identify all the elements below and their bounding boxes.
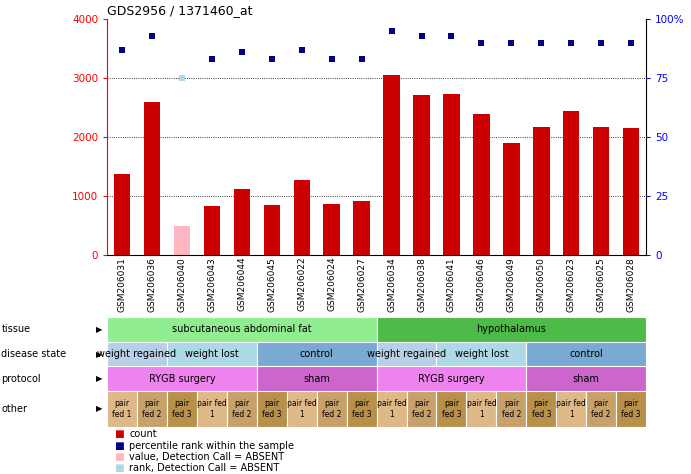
Text: weight regained: weight regained bbox=[97, 349, 177, 359]
Bar bbox=[527, 366, 646, 391]
Text: pair
fed 2: pair fed 2 bbox=[412, 399, 431, 419]
Text: pair fed
1: pair fed 1 bbox=[466, 399, 496, 419]
Text: GDS2956 / 1371460_at: GDS2956 / 1371460_at bbox=[107, 4, 253, 17]
Text: other: other bbox=[1, 404, 28, 414]
Text: pair fed
1: pair fed 1 bbox=[287, 399, 316, 419]
Text: pair
fed 3: pair fed 3 bbox=[621, 399, 641, 419]
Text: pair fed
1: pair fed 1 bbox=[197, 399, 227, 419]
Bar bbox=[287, 391, 316, 427]
Bar bbox=[167, 391, 197, 427]
Bar bbox=[437, 391, 466, 427]
Bar bbox=[473, 114, 490, 255]
Text: percentile rank within the sample: percentile rank within the sample bbox=[129, 441, 294, 451]
Text: control: control bbox=[569, 349, 603, 359]
Bar bbox=[556, 391, 586, 427]
Text: pair
fed 3: pair fed 3 bbox=[172, 399, 191, 419]
Text: ▶: ▶ bbox=[95, 325, 102, 334]
Bar bbox=[623, 128, 639, 255]
Text: pair
fed 3: pair fed 3 bbox=[352, 399, 371, 419]
Bar bbox=[107, 391, 137, 427]
Text: pair
fed 1: pair fed 1 bbox=[113, 399, 132, 419]
Bar bbox=[527, 391, 556, 427]
Text: weight regained: weight regained bbox=[367, 349, 446, 359]
Bar bbox=[443, 94, 460, 255]
Bar bbox=[496, 391, 527, 427]
Text: pair
fed 2: pair fed 2 bbox=[142, 399, 162, 419]
Text: pair
fed 2: pair fed 2 bbox=[322, 399, 341, 419]
Bar bbox=[204, 206, 220, 255]
Text: pair
fed 3: pair fed 3 bbox=[442, 399, 461, 419]
Text: weight lost: weight lost bbox=[185, 349, 239, 359]
Bar bbox=[227, 391, 257, 427]
Text: pair fed
1: pair fed 1 bbox=[377, 399, 406, 419]
Bar bbox=[107, 317, 377, 342]
Text: disease state: disease state bbox=[1, 349, 66, 359]
Bar bbox=[257, 342, 377, 366]
Bar bbox=[586, 391, 616, 427]
Bar bbox=[234, 189, 250, 255]
Text: rank, Detection Call = ABSENT: rank, Detection Call = ABSENT bbox=[129, 463, 279, 473]
Bar bbox=[347, 391, 377, 427]
Bar bbox=[406, 391, 437, 427]
Text: hypothalamus: hypothalamus bbox=[476, 324, 547, 335]
Text: ■: ■ bbox=[114, 441, 124, 451]
Text: tissue: tissue bbox=[1, 324, 30, 335]
Bar bbox=[413, 95, 430, 255]
Bar bbox=[503, 143, 520, 255]
Text: count: count bbox=[129, 429, 157, 439]
Text: pair
fed 2: pair fed 2 bbox=[502, 399, 521, 419]
Bar bbox=[173, 226, 190, 255]
Bar bbox=[437, 342, 527, 366]
Text: sham: sham bbox=[573, 374, 600, 384]
Text: pair
fed 3: pair fed 3 bbox=[262, 399, 281, 419]
Bar bbox=[616, 391, 646, 427]
Bar bbox=[316, 391, 347, 427]
Text: control: control bbox=[300, 349, 334, 359]
Bar bbox=[167, 342, 257, 366]
Text: RYGB surgery: RYGB surgery bbox=[418, 374, 485, 384]
Bar bbox=[107, 366, 257, 391]
Text: ■: ■ bbox=[114, 429, 124, 439]
Bar bbox=[377, 366, 527, 391]
Text: ■: ■ bbox=[114, 452, 124, 462]
Bar bbox=[563, 110, 580, 255]
Text: weight lost: weight lost bbox=[455, 349, 509, 359]
Bar bbox=[294, 180, 310, 255]
Text: ▶: ▶ bbox=[95, 374, 102, 383]
Text: ■: ■ bbox=[114, 463, 124, 473]
Bar bbox=[197, 391, 227, 427]
Bar bbox=[114, 174, 131, 255]
Bar bbox=[107, 342, 167, 366]
Bar bbox=[377, 342, 437, 366]
Text: subcutaneous abdominal fat: subcutaneous abdominal fat bbox=[172, 324, 312, 335]
Bar bbox=[323, 204, 340, 255]
Bar bbox=[533, 127, 549, 255]
Text: RYGB surgery: RYGB surgery bbox=[149, 374, 216, 384]
Bar bbox=[384, 75, 400, 255]
Bar bbox=[257, 391, 287, 427]
Text: ▶: ▶ bbox=[95, 350, 102, 358]
Bar bbox=[257, 366, 377, 391]
Bar bbox=[144, 102, 160, 255]
Bar bbox=[353, 201, 370, 255]
Text: ▶: ▶ bbox=[95, 404, 102, 413]
Text: protocol: protocol bbox=[1, 374, 41, 384]
Text: pair
fed 2: pair fed 2 bbox=[232, 399, 252, 419]
Text: value, Detection Call = ABSENT: value, Detection Call = ABSENT bbox=[129, 452, 284, 462]
Bar bbox=[137, 391, 167, 427]
Bar bbox=[377, 391, 406, 427]
Text: pair
fed 2: pair fed 2 bbox=[591, 399, 611, 419]
Text: pair
fed 3: pair fed 3 bbox=[531, 399, 551, 419]
Bar bbox=[263, 205, 280, 255]
Bar bbox=[593, 127, 609, 255]
Text: pair fed
1: pair fed 1 bbox=[556, 399, 586, 419]
Text: sham: sham bbox=[303, 374, 330, 384]
Bar bbox=[377, 317, 646, 342]
Bar bbox=[527, 342, 646, 366]
Bar bbox=[466, 391, 496, 427]
